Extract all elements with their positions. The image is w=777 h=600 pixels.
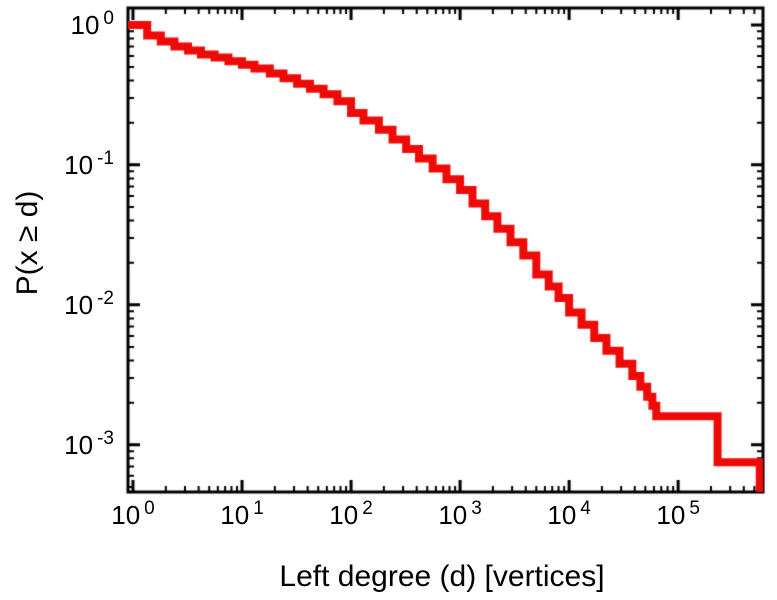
tick-exponent: 4 bbox=[580, 498, 591, 519]
tick-mantissa: 10 bbox=[64, 429, 94, 460]
tick-mantissa: 10 bbox=[64, 289, 94, 320]
y-tick-label: 10 -3 bbox=[64, 427, 114, 460]
tick-mantissa: 10 bbox=[111, 500, 141, 530]
tick-mantissa: 10 bbox=[70, 9, 100, 40]
tick-exponent: 0 bbox=[103, 7, 114, 29]
tick-exponent: 2 bbox=[362, 498, 373, 519]
y-tick-label: 10 0 bbox=[70, 7, 115, 40]
tick-exponent: 1 bbox=[253, 498, 264, 519]
y-tick-label: 10 -1 bbox=[64, 147, 114, 180]
x-tick-label: 10 1 bbox=[220, 498, 264, 530]
x-tick-label: 10 0 bbox=[111, 498, 155, 530]
tick-mantissa: 10 bbox=[438, 500, 468, 530]
x-axis-label: Left degree (d) [vertices] bbox=[279, 560, 605, 593]
tick-exponent: 0 bbox=[144, 498, 155, 519]
tick-mantissa: 10 bbox=[64, 149, 94, 180]
x-tick-label: 10 5 bbox=[656, 498, 700, 530]
tick-mantissa: 10 bbox=[329, 500, 359, 530]
tick-exponent: -3 bbox=[97, 427, 114, 449]
y-tick-label: 10 -2 bbox=[64, 287, 114, 320]
tick-mantissa: 10 bbox=[656, 500, 686, 530]
tick-mantissa: 10 bbox=[220, 500, 250, 530]
x-tick-label: 10 4 bbox=[547, 498, 591, 530]
x-tick-label: 10 3 bbox=[438, 498, 482, 530]
tick-exponent: -2 bbox=[97, 287, 114, 309]
tick-mantissa: 10 bbox=[547, 500, 577, 530]
y-axis-label: P(x ≥ d) bbox=[11, 190, 44, 296]
tick-exponent: 3 bbox=[471, 498, 482, 519]
x-tick-label: 10 2 bbox=[329, 498, 373, 530]
tick-exponent: 5 bbox=[689, 498, 700, 519]
tick-exponent: -1 bbox=[97, 147, 114, 169]
